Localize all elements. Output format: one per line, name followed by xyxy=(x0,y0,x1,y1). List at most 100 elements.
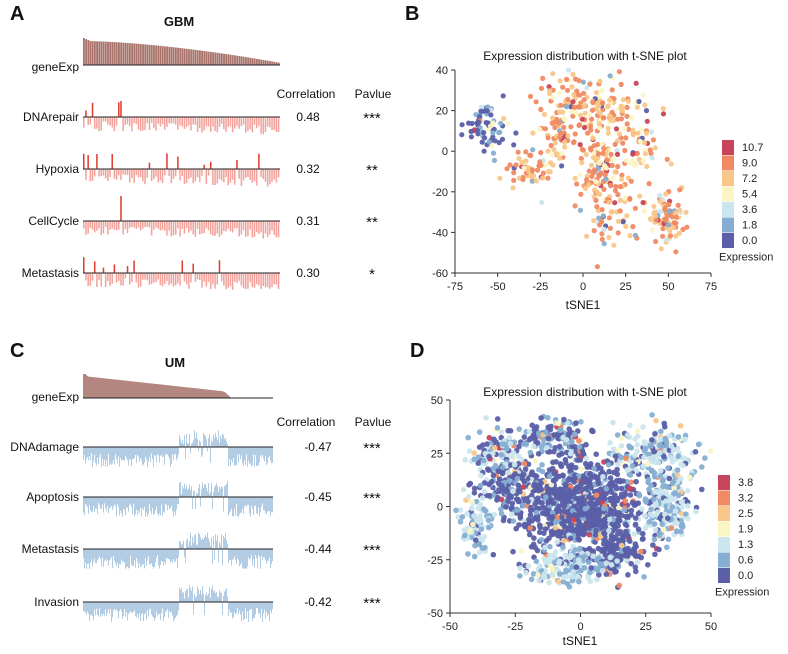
scatter-point xyxy=(673,210,679,216)
signature-bar xyxy=(188,545,189,549)
scatter-point xyxy=(669,504,675,510)
signature-bar xyxy=(131,447,132,466)
signature-bar xyxy=(118,221,120,230)
signature-bar xyxy=(107,221,109,235)
signature-bar xyxy=(130,447,131,460)
signature-bar xyxy=(183,169,186,185)
signature-bar xyxy=(93,261,96,273)
signature-bar xyxy=(188,597,189,602)
signature-bar xyxy=(203,432,204,447)
signature-bar xyxy=(154,447,155,456)
signature-bar xyxy=(103,447,104,466)
signature-bar xyxy=(265,497,266,513)
scatter-point xyxy=(571,139,577,146)
signature-bar xyxy=(103,602,104,614)
scatter-point xyxy=(583,477,589,483)
scatter-point xyxy=(477,482,484,489)
signature-bar xyxy=(143,602,144,622)
scatter-point xyxy=(643,498,649,504)
scatter-point xyxy=(621,507,627,513)
signature-bar xyxy=(202,585,203,602)
scatter-point xyxy=(593,106,600,112)
legend-label: 1.9 xyxy=(738,524,753,536)
scatter-point xyxy=(613,183,619,190)
gene-bar xyxy=(109,41,112,65)
signature-bar xyxy=(187,538,188,549)
signature-bar xyxy=(148,497,149,515)
signature-bar xyxy=(216,273,219,285)
scatter-point xyxy=(616,582,623,589)
scatter-point xyxy=(634,151,640,157)
scatter-point xyxy=(597,78,603,84)
signature-bar xyxy=(166,221,168,236)
signature-bar xyxy=(178,497,179,504)
signature-bar xyxy=(201,169,203,176)
signature-bar xyxy=(111,154,113,169)
panel-c-pvalue-header: Pavlue xyxy=(355,415,392,429)
signature-bar xyxy=(96,117,98,129)
scatter-point xyxy=(554,151,560,157)
signature-bar xyxy=(121,602,122,612)
gene-bar xyxy=(196,50,199,65)
signature-bar xyxy=(153,273,155,283)
scatter-point xyxy=(574,181,580,187)
signature-bar xyxy=(218,260,221,273)
signature-bar xyxy=(118,102,120,117)
signature-bar xyxy=(156,497,157,507)
signature-bar xyxy=(170,497,171,509)
scatter-point xyxy=(465,551,471,557)
scatter-point xyxy=(633,543,639,550)
signature-bar xyxy=(185,549,186,563)
scatter-point xyxy=(662,511,668,518)
signature-bar xyxy=(147,602,148,611)
scatter-point xyxy=(619,172,625,178)
scatter-point xyxy=(612,534,618,541)
scatter-point xyxy=(608,209,614,215)
scatter-point xyxy=(605,130,611,136)
signature-bar xyxy=(240,602,241,615)
scatter-point xyxy=(606,527,612,534)
signature-bar xyxy=(85,447,86,464)
scatter-point xyxy=(564,76,570,82)
scatter-point xyxy=(476,429,483,435)
signature-bar xyxy=(253,117,256,125)
signature-bar xyxy=(258,221,260,234)
scatter-point xyxy=(648,443,655,449)
signature-bar xyxy=(263,549,264,558)
signature-bar xyxy=(267,602,268,616)
signature-bar xyxy=(88,549,89,564)
scatter-point xyxy=(582,526,589,532)
signature-bar xyxy=(258,602,259,615)
gene-bar xyxy=(172,47,175,65)
scatter-point xyxy=(600,100,606,106)
signature-bar xyxy=(142,169,144,182)
signature-bar xyxy=(248,602,249,622)
signature-bar xyxy=(190,489,191,497)
signature-bar xyxy=(224,486,225,497)
scatter-point xyxy=(594,576,600,583)
correlation-value: 0.32 xyxy=(296,162,320,176)
scatter-point xyxy=(482,508,489,514)
gene-bar xyxy=(231,55,234,65)
signature-bar xyxy=(244,117,247,133)
signature-bar xyxy=(87,117,89,126)
scatter-point xyxy=(667,228,673,234)
scatter-point xyxy=(561,115,567,121)
signature-bar xyxy=(204,537,205,549)
signature-bar xyxy=(104,497,105,504)
scatter-point xyxy=(605,462,612,468)
signature-bar xyxy=(168,602,169,618)
signature-bar xyxy=(192,586,193,602)
scatter-point xyxy=(601,226,607,232)
signature-bar xyxy=(128,497,129,512)
scatter-point xyxy=(684,224,690,230)
signature-bar xyxy=(220,435,221,447)
scatter-point xyxy=(530,571,537,577)
signature-bar xyxy=(161,497,162,505)
signature-bar xyxy=(158,447,159,456)
signature-bar xyxy=(102,549,103,558)
signature-bar xyxy=(133,549,134,567)
scatter-point xyxy=(628,479,634,486)
scatter-point xyxy=(651,536,658,543)
signature-bar xyxy=(242,447,243,464)
